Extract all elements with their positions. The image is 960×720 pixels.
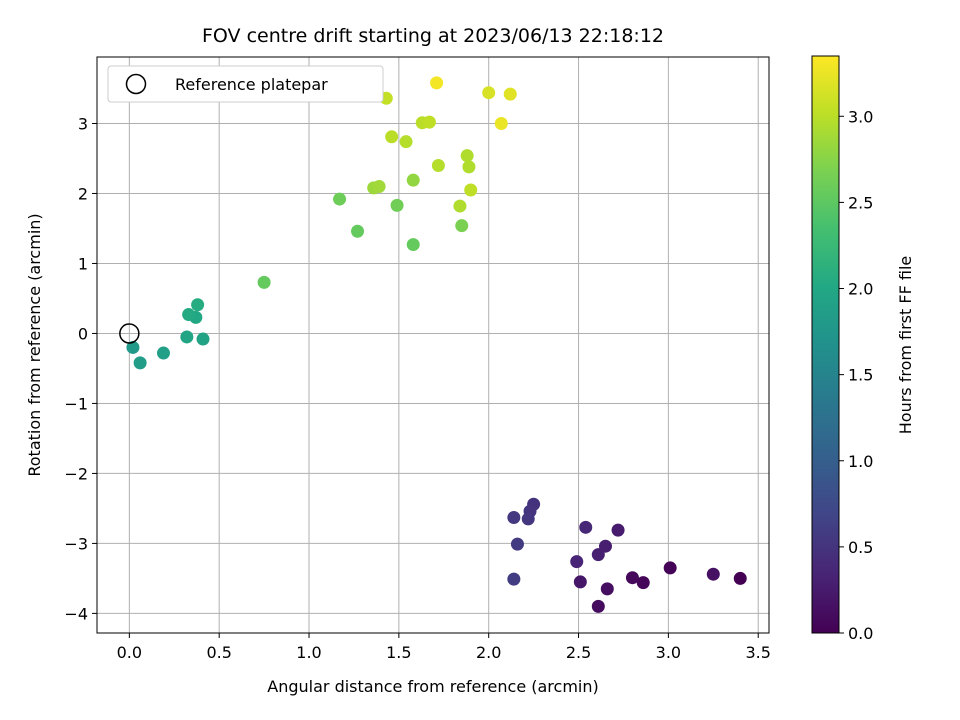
legend-box [107,65,384,103]
colorbar-tick-label: 1.0 [848,452,873,471]
data-point [733,571,747,585]
data-point [196,332,210,346]
data-point [431,158,445,172]
data-point [333,192,347,206]
data-points [126,76,747,613]
data-point [510,537,524,551]
data-point [126,340,140,354]
data-point [180,330,194,344]
data-point [453,199,467,213]
data-point [385,130,399,144]
x-tick-label: 3.0 [656,643,681,662]
x-tick-label: 2.0 [476,643,501,662]
data-point [570,555,584,569]
y-tick-label: −2 [64,464,88,483]
grid-lines [97,57,769,633]
y-tick-label: 1 [78,254,88,273]
x-tick-label: 0.0 [117,643,142,662]
data-point [460,149,474,163]
colorbar-tick-label: 2.0 [848,280,873,299]
data-point [482,86,496,100]
data-point [600,582,614,596]
data-point [663,561,677,575]
y-tick-label: 0 [78,324,88,343]
data-point [399,135,413,149]
data-point [462,160,476,174]
y-tick-label: −3 [64,534,88,553]
reference-marker-group [119,323,140,344]
colorbar-label: Hours from first FF file [896,256,915,435]
x-axis-ticks: 0.0 0.5 1.0 1.5 2.0 2.5 3.0 3.5 [117,633,771,662]
data-point [706,567,720,581]
data-point [611,523,625,537]
data-point [464,183,478,197]
data-point [182,308,196,322]
legend: Reference platepar [107,65,384,103]
plot-area [96,56,770,634]
data-point [351,224,365,238]
data-point [422,115,436,129]
colorbar-tick-label: 0.5 [848,538,873,557]
data-point [406,173,420,187]
data-point [591,599,605,613]
data-point [507,511,521,525]
data-point [494,116,508,130]
y-axis-ticks: −4 −3 −2 −1 0 1 2 3 [64,114,97,623]
reference-platepar-marker [119,323,140,344]
legend-entry-label: Reference platepar [175,75,328,94]
data-point [257,275,271,289]
colorbar-tick-label: 3.0 [848,107,873,126]
colorbar-tick-label: 0.0 [848,624,873,643]
data-point [521,512,535,526]
data-point [430,76,444,90]
y-tick-label: −1 [64,394,88,413]
colorbar-ticks: 0.0 0.5 1.0 1.5 2.0 2.5 3.0 [839,107,873,643]
chart-title: FOV centre drift starting at 2023/06/13 … [202,25,664,47]
x-tick-label: 3.5 [745,643,770,662]
x-axis-label: Angular distance from reference (arcmin) [267,677,598,696]
data-point [133,356,147,370]
colorbar-gradient [811,55,840,634]
data-point [591,548,605,562]
data-point [156,346,170,360]
y-tick-label: 2 [78,184,88,203]
data-point [579,520,593,534]
x-tick-label: 1.5 [386,643,411,662]
colorbar-tick-label: 1.5 [848,366,873,385]
x-tick-label: 0.5 [206,643,231,662]
x-tick-label: 2.5 [566,643,591,662]
colorbar-tick-label: 2.5 [848,193,873,212]
y-tick-label: 3 [78,114,88,133]
data-point [406,238,420,252]
legend-marker-icon [125,73,147,95]
data-point [455,219,469,233]
data-point [507,572,521,586]
y-axis-label: Rotation from reference (arcmin) [25,213,44,476]
data-point [625,571,639,585]
data-point [191,298,205,312]
data-point [573,575,587,589]
data-point [372,179,386,193]
x-tick-label: 1.0 [296,643,321,662]
data-point [503,87,517,101]
data-point [390,198,404,212]
y-tick-label: −4 [64,604,88,623]
data-point [636,576,650,590]
colorbar: 0.0 0.5 1.0 1.5 2.0 2.5 3.0 Hours from first F… [811,55,915,643]
